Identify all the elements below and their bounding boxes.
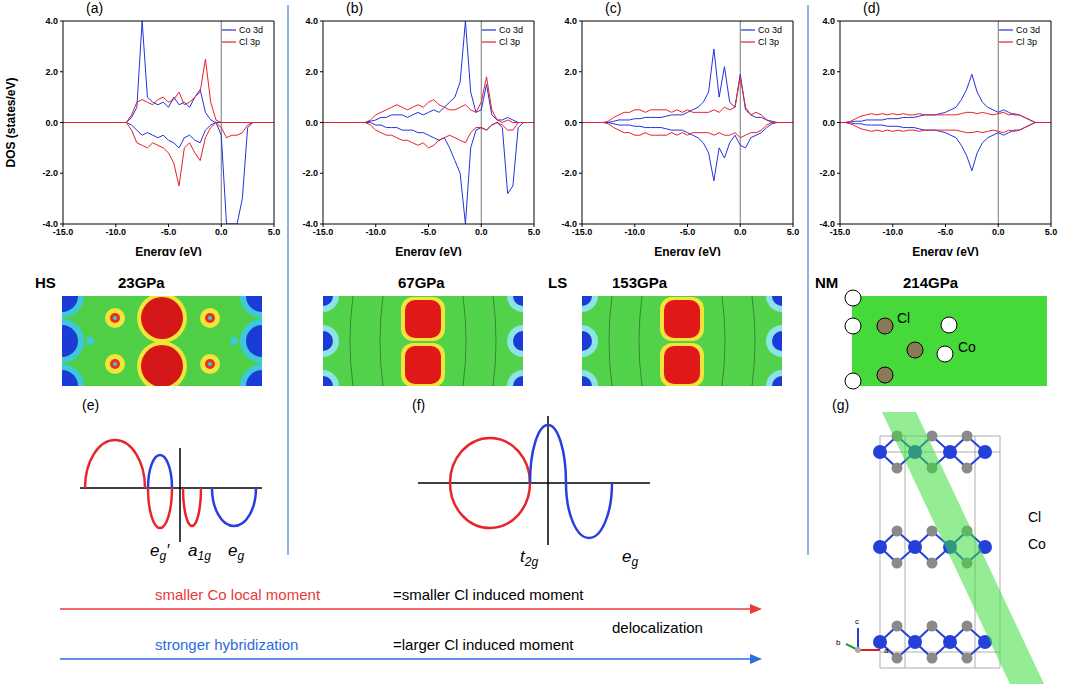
svg-text:0.0: 0.0: [45, 118, 58, 128]
svg-text:2.0: 2.0: [822, 67, 835, 77]
svg-text:2.0: 2.0: [564, 67, 577, 77]
svg-text:delocalization: delocalization: [612, 619, 703, 636]
svg-text:0.0: 0.0: [992, 227, 1005, 237]
svg-text:a1g: a1g: [188, 541, 211, 563]
svg-text:0.0: 0.0: [564, 118, 577, 128]
svg-text:23GPa: 23GPa: [118, 274, 165, 291]
svg-text:DOS (states/eV): DOS (states/eV): [8, 77, 18, 167]
svg-text:0.0: 0.0: [822, 118, 835, 128]
svg-text:-15.0: -15.0: [312, 227, 334, 238]
svg-text:b: b: [836, 638, 841, 647]
svg-text:smaller Co local moment: smaller Co local moment: [155, 586, 321, 603]
svg-text:Cl: Cl: [1028, 509, 1041, 525]
svg-text:-2.0: -2.0: [302, 168, 318, 178]
svg-text:-4.0: -4.0: [42, 219, 58, 229]
svg-text:-4.0: -4.0: [561, 219, 577, 229]
svg-text:67GPa: 67GPa: [398, 274, 445, 291]
svg-text:0.0: 0.0: [305, 118, 318, 128]
svg-text:0.0: 0.0: [475, 227, 488, 237]
svg-text:Cl 3p: Cl 3p: [239, 37, 260, 47]
svg-text:2.0: 2.0: [45, 67, 58, 77]
svg-text:Co 3d: Co 3d: [758, 25, 782, 35]
svg-text:=smaller Cl induced moment: =smaller Cl induced moment: [393, 586, 584, 603]
svg-text:a: a: [884, 646, 889, 655]
svg-text:Energy (eV): Energy (eV): [912, 245, 979, 256]
svg-text:-2.0: -2.0: [819, 168, 835, 178]
svg-text:Cl 3p: Cl 3p: [1016, 37, 1037, 47]
svg-text:HS: HS: [35, 274, 56, 291]
svg-text:4.0: 4.0: [822, 16, 835, 26]
svg-text:-5.0: -5.0: [421, 227, 437, 237]
svg-text:(c): (c): [605, 0, 621, 16]
svg-text:5.0: 5.0: [268, 227, 281, 237]
svg-text:-15.0: -15.0: [829, 227, 851, 238]
svg-text:(f): (f): [412, 397, 425, 413]
svg-text:0.0: 0.0: [734, 227, 747, 237]
svg-text:eg: eg: [622, 547, 638, 569]
svg-text:-10.0: -10.0: [365, 227, 386, 237]
svg-text:=larger Cl induced moment: =larger Cl induced moment: [393, 636, 574, 653]
svg-text:4.0: 4.0: [564, 16, 577, 26]
svg-text:5.0: 5.0: [528, 227, 541, 237]
svg-text:(d): (d): [863, 0, 880, 16]
svg-text:c: c: [855, 617, 859, 626]
svg-text:Energy (eV): Energy (eV): [654, 245, 721, 256]
svg-text:LS: LS: [548, 274, 567, 291]
svg-text:(e): (e): [82, 397, 99, 413]
svg-text:-5.0: -5.0: [680, 227, 696, 237]
svg-text:153GPa: 153GPa: [612, 274, 668, 291]
svg-text:Co 3d: Co 3d: [239, 25, 263, 35]
svg-text:-10.0: -10.0: [882, 227, 903, 237]
svg-text:eg: eg: [228, 541, 244, 563]
svg-text:(g): (g): [832, 397, 849, 413]
svg-text:Cl 3p: Cl 3p: [758, 37, 779, 47]
svg-text:Energy (eV): Energy (eV): [395, 245, 462, 256]
svg-text:Cl: Cl: [897, 310, 910, 326]
svg-text:Cl 3p: Cl 3p: [499, 37, 520, 47]
svg-text:-15.0: -15.0: [571, 227, 593, 238]
svg-text:5.0: 5.0: [1045, 227, 1058, 237]
svg-text:Energy (eV): Energy (eV): [135, 245, 202, 256]
svg-text:214GPa: 214GPa: [903, 274, 959, 291]
svg-text:stronger hybridization: stronger hybridization: [155, 636, 298, 653]
svg-text:(a): (a): [86, 0, 103, 16]
svg-text:-15.0: -15.0: [52, 227, 74, 238]
svg-text:-2.0: -2.0: [42, 168, 58, 178]
svg-text:Co 3d: Co 3d: [499, 25, 523, 35]
svg-text:eg′: eg′: [150, 541, 170, 563]
svg-text:4.0: 4.0: [45, 16, 58, 26]
svg-text:Co: Co: [958, 339, 976, 355]
svg-text:2.0: 2.0: [305, 67, 318, 77]
svg-text:-10.0: -10.0: [105, 227, 126, 237]
svg-text:-10.0: -10.0: [624, 227, 645, 237]
svg-text:t2g: t2g: [520, 547, 538, 569]
svg-text:NM: NM: [815, 274, 838, 291]
svg-text:-4.0: -4.0: [819, 219, 835, 229]
svg-text:4.0: 4.0: [305, 16, 318, 26]
svg-text:0.0: 0.0: [215, 227, 228, 237]
svg-text:-4.0: -4.0: [302, 219, 318, 229]
svg-text:(b): (b): [346, 0, 363, 16]
svg-text:-5.0: -5.0: [161, 227, 177, 237]
svg-text:-2.0: -2.0: [561, 168, 577, 178]
svg-text:5.0: 5.0: [787, 227, 800, 237]
svg-text:-5.0: -5.0: [938, 227, 954, 237]
svg-text:Co 3d: Co 3d: [1016, 25, 1040, 35]
svg-text:Co: Co: [1028, 536, 1046, 552]
